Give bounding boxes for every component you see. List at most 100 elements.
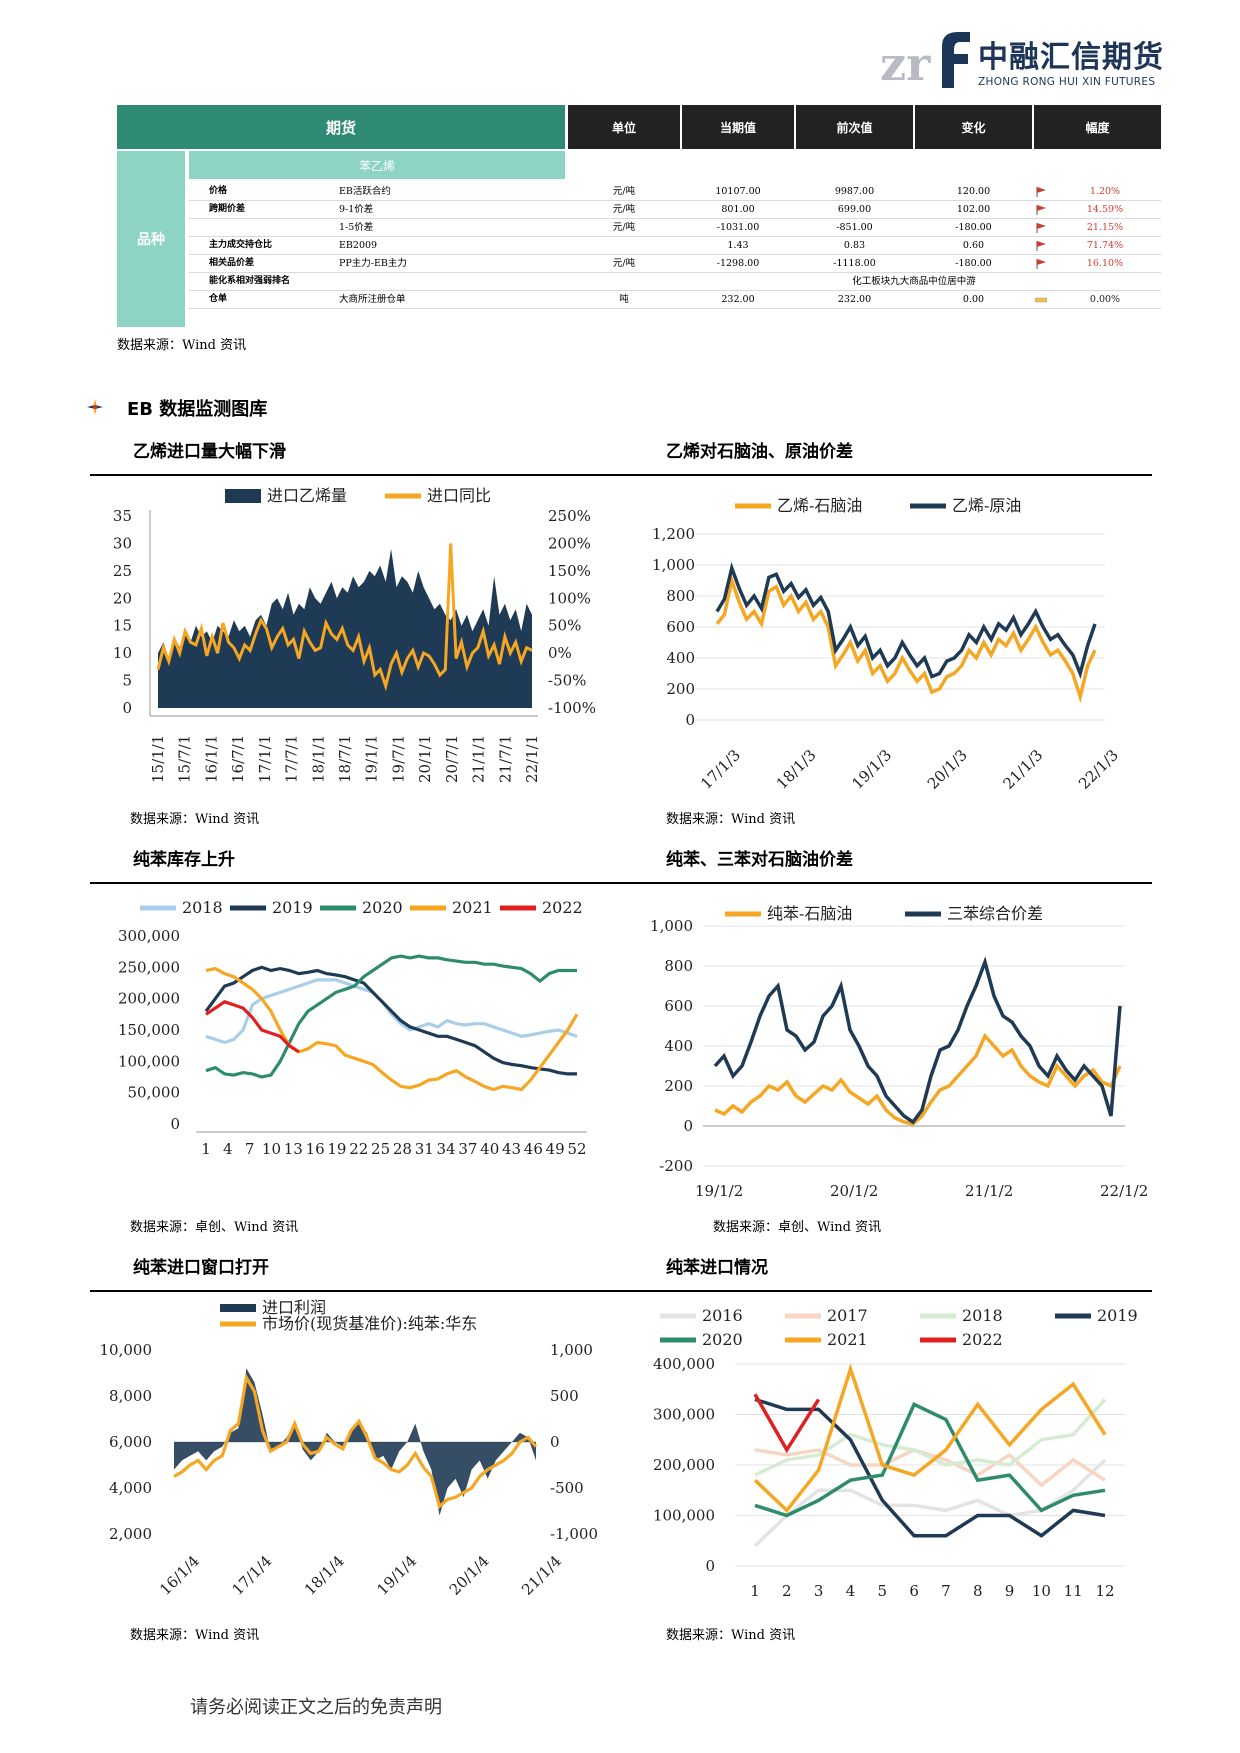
- x-tick: 49: [546, 1140, 565, 1158]
- section-bullet-icon: [86, 398, 104, 416]
- x-tick: 18/1/3: [773, 746, 820, 793]
- series-2022: [753, 1393, 821, 1454]
- x-tick: 40: [480, 1140, 499, 1158]
- row-separator: [189, 200, 1161, 201]
- y-right-tick: -1,000: [550, 1525, 598, 1543]
- chart6-title: 纯苯进口情况: [666, 1258, 768, 1278]
- legend-import-volume-label: 进口乙烯量: [267, 486, 347, 505]
- x-tick: 19/7/1: [389, 735, 407, 783]
- legend-2019-label: 2019: [272, 898, 313, 917]
- flat-flag-icon: [1034, 296, 1048, 306]
- y-left-tick: 10,000: [100, 1341, 153, 1359]
- series-2018: [754, 1398, 1107, 1477]
- y-left-tick: 0: [122, 699, 132, 717]
- chart2-title: 乙烯对石脑油、原油价差: [666, 442, 853, 462]
- row-change: 0.60: [962, 240, 985, 251]
- x-tick: 21/1/4: [518, 1552, 565, 1599]
- y-tick: 400: [666, 649, 695, 667]
- header-previous: 前次值: [796, 105, 913, 149]
- row-item: 大商所注册仓单: [339, 294, 406, 305]
- divider-row3: [90, 1290, 1152, 1292]
- row-range: 14.59%: [1086, 204, 1124, 215]
- y-right-tick: 0: [550, 1433, 560, 1451]
- y-tick: 200: [664, 1077, 693, 1095]
- x-tick: 52: [567, 1140, 586, 1158]
- up-flag-icon: [1036, 205, 1047, 215]
- legend-import-yoy-label: 进口同比: [427, 486, 491, 505]
- variety-name: 苯乙烯: [189, 151, 565, 179]
- row-category: 相关品价差: [209, 258, 255, 268]
- row-separator: [189, 272, 1161, 273]
- y-tick: 0: [683, 1117, 693, 1135]
- x-tick: 10: [1032, 1582, 1051, 1600]
- chart1-source: 数据来源：Wind 资讯: [130, 812, 260, 827]
- legend-2022-label: 2022: [542, 898, 583, 917]
- x-tick: 16/1/4: [156, 1552, 203, 1599]
- y-right-tick: 200%: [548, 534, 591, 552]
- x-tick: 2: [782, 1582, 792, 1600]
- y-left-tick: 35: [113, 507, 132, 525]
- series-2020: [205, 954, 577, 1079]
- x-tick: 22/1/1: [523, 735, 541, 783]
- x-tick: 5: [877, 1582, 887, 1600]
- y-tick: -200: [659, 1157, 693, 1175]
- legend-ethylene-crude-label: 乙烯-原油: [952, 496, 1021, 515]
- x-tick: 19/1/3: [848, 746, 895, 793]
- legend-2022-label: 2022: [962, 1330, 1003, 1349]
- header-futures: 期货: [117, 105, 565, 149]
- y-tick: 100,000: [653, 1507, 715, 1525]
- legend-2020-label: 2020: [702, 1330, 743, 1349]
- series-east-china-price: [173, 1372, 538, 1510]
- y-tick: 0: [685, 711, 695, 729]
- series-ethylene-naphtha: [715, 573, 1097, 704]
- y-right-tick: 100%: [548, 589, 591, 607]
- series-import-yoy: [156, 543, 533, 692]
- row-category: 价格: [209, 186, 228, 196]
- row-separator: [189, 254, 1161, 255]
- x-tick: 19/1/1: [363, 735, 381, 783]
- chart1-title: 乙烯进口量大幅下滑: [133, 442, 286, 462]
- series-2021: [205, 966, 579, 1092]
- y-tick: 100,000: [118, 1052, 180, 1070]
- x-tick: 1: [201, 1140, 211, 1158]
- y-left-tick: 15: [113, 617, 132, 635]
- y-right-tick: 500: [550, 1387, 579, 1405]
- y-tick: 50,000: [128, 1084, 181, 1102]
- up-flag-icon: [1036, 187, 1047, 197]
- x-tick: 17/1/1: [256, 735, 274, 783]
- series-import-volume: [158, 548, 532, 708]
- row-separator: [189, 308, 1161, 309]
- y-tick: 800: [664, 957, 693, 975]
- x-tick: 20/1/4: [446, 1552, 493, 1599]
- row-range: [1075, 272, 1135, 291]
- row-change: 0.00: [962, 294, 985, 305]
- row-current: -1031.00: [716, 222, 760, 233]
- row-unit: 元/吨: [612, 204, 636, 215]
- row-current: -1298.00: [716, 258, 760, 269]
- row-previous: -1118.00: [833, 258, 876, 269]
- row-range: 1.20%: [1089, 186, 1121, 197]
- series-ethylene-crude: [715, 562, 1097, 680]
- legend-bzx-spread-label: 三苯综合价差: [947, 904, 1043, 923]
- x-tick: 22/1/2: [1100, 1182, 1148, 1200]
- x-tick: 20/7/1: [443, 735, 461, 783]
- chart5-title: 纯苯进口窗口打开: [133, 1258, 269, 1278]
- row-unit: 吨: [619, 294, 629, 305]
- y-tick: 200,000: [118, 990, 180, 1008]
- row-range: 71.74%: [1086, 240, 1124, 251]
- y-right-tick: 150%: [548, 562, 591, 580]
- x-tick: 4: [223, 1140, 233, 1158]
- x-tick: 4: [846, 1582, 856, 1600]
- row-separator: [189, 236, 1161, 237]
- row-category: 跨期价差: [209, 204, 246, 214]
- header-unit: 单位: [568, 105, 680, 149]
- y-left-tick: 8,000: [109, 1387, 152, 1405]
- y-right-tick: 1,000: [550, 1341, 593, 1359]
- series-2018: [205, 978, 578, 1045]
- legend-2021-label: 2021: [827, 1330, 868, 1349]
- row-current: 801.00: [721, 204, 755, 215]
- row-change: 102.00: [956, 204, 991, 215]
- chart4-title: 纯苯、三苯对石脑油价差: [666, 850, 853, 870]
- x-tick: 12: [1095, 1582, 1114, 1600]
